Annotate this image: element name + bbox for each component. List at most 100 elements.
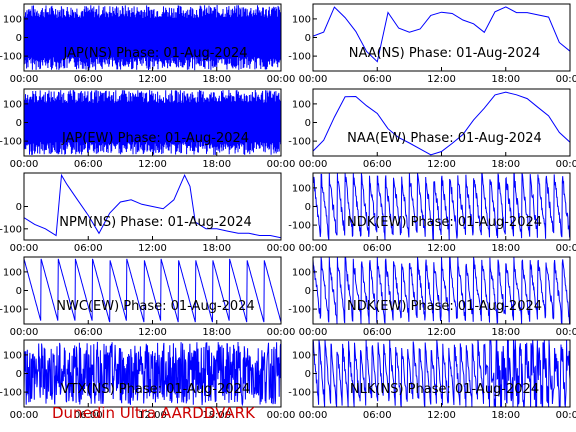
x-tick-label: 18:00 bbox=[491, 74, 520, 85]
y-tick-label: 0 bbox=[16, 33, 22, 44]
x-tick-label: 00:00 bbox=[267, 243, 296, 254]
y-tick-label: 100 bbox=[3, 99, 22, 110]
panel-6: 00:00 06:00 12:00 18:00 00:00 100 0 -100 NDK(EW)… bbox=[288, 172, 576, 254]
x-tick-label: 12:00 bbox=[138, 159, 167, 170]
phase-trace-line bbox=[24, 258, 281, 323]
y-tick-label: -100 bbox=[0, 305, 22, 316]
y-tick-label: 0 bbox=[305, 286, 311, 297]
panel-title: NPM(NS) Phase: 01-Aug-2024 bbox=[59, 215, 251, 230]
x-tick-label: 18:00 bbox=[202, 327, 231, 338]
phase-trace-line bbox=[313, 173, 570, 240]
y-tick-label: 0 bbox=[16, 286, 22, 297]
x-tick-label: 00:00 bbox=[299, 74, 328, 85]
panel-8: 00:00 06:00 12:00 18:00 00:00 100 0 -100 NDK(EW)… bbox=[288, 256, 576, 338]
x-tick-label: 00:00 bbox=[299, 243, 328, 254]
y-tick-label: 0 bbox=[305, 33, 311, 44]
x-tick-label: 12:00 bbox=[138, 327, 167, 338]
y-tick-label: 0 bbox=[305, 369, 311, 380]
panel-5: 00:00 06:00 12:00 18:00 00:00 0 -100 NPM(NS) Ph… bbox=[0, 172, 296, 254]
x-tick-label: 06:00 bbox=[74, 243, 103, 254]
x-tick-label: 06:00 bbox=[74, 159, 103, 170]
y-tick-label: -100 bbox=[288, 305, 311, 316]
x-tick-label: 00:00 bbox=[299, 327, 328, 338]
x-tick-label: 18:00 bbox=[491, 410, 520, 421]
x-tick-label: 18:00 bbox=[491, 159, 520, 170]
panel-9: 00:00 06:00 12:00 18:00 00:00 100 0 -100 VTX(NS)… bbox=[0, 339, 296, 421]
panel-1: 00:00 06:00 12:00 18:00 00:00 100 0 -100 JAP(NS)… bbox=[0, 3, 296, 85]
x-tick-label: 06:00 bbox=[363, 327, 392, 338]
phase-trace-line bbox=[24, 173, 281, 239]
y-tick-label: -100 bbox=[0, 388, 22, 399]
panel-title: NWC(EW) Phase: 01-Aug-2024 bbox=[56, 299, 254, 314]
y-tick-label: -100 bbox=[288, 52, 311, 63]
x-tick-label: 18:00 bbox=[202, 410, 231, 421]
y-tick-label: -100 bbox=[0, 137, 22, 148]
y-tick-label: 100 bbox=[292, 267, 311, 278]
x-tick-label: 00:00 bbox=[556, 327, 576, 338]
x-tick-label: 00:00 bbox=[556, 159, 576, 170]
x-tick-label: 00:00 bbox=[267, 327, 296, 338]
y-tick-label: -100 bbox=[0, 224, 22, 235]
y-tick-label: 0 bbox=[305, 202, 311, 213]
y-tick-label: -100 bbox=[288, 221, 311, 232]
y-tick-label: 100 bbox=[292, 183, 311, 194]
x-tick-label: 00:00 bbox=[10, 410, 39, 421]
phase-trace-line bbox=[24, 4, 281, 71]
y-tick-label: -100 bbox=[0, 52, 22, 63]
x-tick-label: 12:00 bbox=[427, 410, 456, 421]
panel-title: VTX(NS) Phase: 01-Aug-2024 bbox=[61, 382, 250, 397]
x-tick-label: 06:00 bbox=[74, 327, 103, 338]
x-tick-label: 00:00 bbox=[267, 74, 296, 85]
y-tick-label: 0 bbox=[16, 369, 22, 380]
y-tick-label: 0 bbox=[16, 202, 22, 213]
panel-title: JAP(NS) Phase: 01-Aug-2024 bbox=[62, 46, 247, 61]
x-tick-label: 18:00 bbox=[202, 74, 231, 85]
panel-title: JAP(EW) Phase: 01-Aug-2024 bbox=[61, 131, 249, 146]
x-tick-label: 00:00 bbox=[267, 410, 296, 421]
x-tick-label: 12:00 bbox=[138, 410, 167, 421]
y-tick-label: -100 bbox=[288, 137, 311, 148]
x-tick-label: 06:00 bbox=[363, 410, 392, 421]
x-tick-label: 00:00 bbox=[10, 243, 39, 254]
phase-trace-line bbox=[313, 6, 570, 63]
panel-title: NLK(NS) Phase: 01-Aug-2024 bbox=[350, 382, 539, 397]
footer-credit: Dunedin Ultra AARDDVARK bbox=[52, 404, 255, 422]
x-tick-label: 06:00 bbox=[363, 74, 392, 85]
phase-trace-line bbox=[24, 341, 281, 407]
y-tick-label: 100 bbox=[292, 350, 311, 361]
x-tick-label: 12:00 bbox=[427, 74, 456, 85]
x-tick-label: 12:00 bbox=[427, 243, 456, 254]
panel-2: 00:00 06:00 12:00 18:00 00:00 100 0 -100 NAA(NS)… bbox=[288, 3, 576, 85]
y-tick-label: 0 bbox=[16, 118, 22, 129]
phase-trace-line bbox=[24, 89, 281, 155]
x-tick-label: 00:00 bbox=[299, 159, 328, 170]
panel-3: 00:00 06:00 12:00 18:00 00:00 100 0 -100 JAP(EW)… bbox=[0, 88, 295, 170]
x-tick-label: 12:00 bbox=[427, 159, 456, 170]
y-tick-label: 100 bbox=[3, 350, 22, 361]
panel-10: 00:00 06:00 12:00 18:00 00:00 100 0 -100 NLK(NS)… bbox=[288, 339, 576, 421]
x-tick-label: 00:00 bbox=[10, 159, 39, 170]
phase-trace-line bbox=[313, 340, 570, 407]
panel-title: NAA(EW) Phase: 01-Aug-2024 bbox=[347, 131, 542, 146]
y-tick-label: 0 bbox=[305, 118, 311, 129]
x-tick-label: 00:00 bbox=[556, 243, 576, 254]
y-tick-label: 100 bbox=[292, 14, 311, 25]
panel-title: NAA(NS) Phase: 01-Aug-2024 bbox=[349, 46, 541, 61]
x-tick-label: 18:00 bbox=[491, 327, 520, 338]
y-tick-label: 100 bbox=[3, 267, 22, 278]
x-tick-label: 18:00 bbox=[202, 243, 231, 254]
y-tick-label: 100 bbox=[3, 14, 22, 25]
x-tick-label: 06:00 bbox=[74, 410, 103, 421]
panel-title: NDK(EW) Phase: 01-Aug-2024 bbox=[347, 299, 542, 314]
x-tick-label: 06:00 bbox=[74, 74, 103, 85]
x-tick-label: 00:00 bbox=[10, 74, 39, 85]
y-tick-label: -100 bbox=[288, 388, 311, 399]
phase-trace-line bbox=[313, 91, 570, 156]
x-tick-label: 06:00 bbox=[363, 159, 392, 170]
x-tick-label: 12:00 bbox=[427, 327, 456, 338]
x-tick-label: 18:00 bbox=[202, 159, 231, 170]
x-tick-label: 12:00 bbox=[138, 243, 167, 254]
x-tick-label: 00:00 bbox=[556, 410, 576, 421]
panel-title: NDK(EW) Phase: 01-Aug-2024 bbox=[347, 215, 542, 230]
